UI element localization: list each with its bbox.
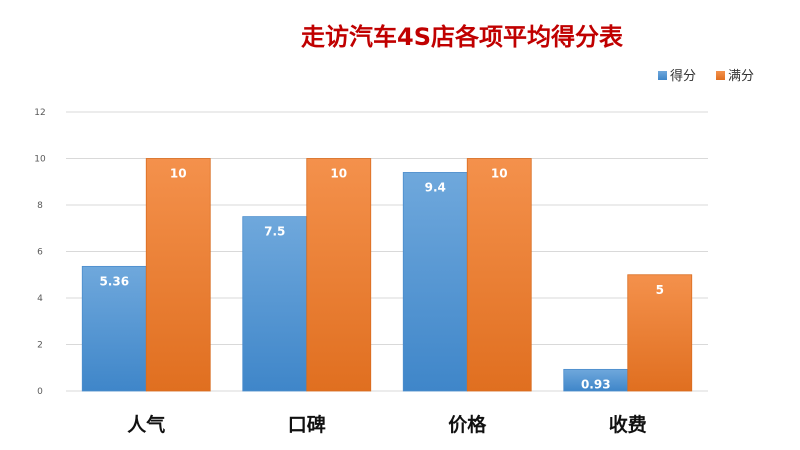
- data-label-收费-series-1: 0.93: [581, 377, 611, 391]
- x-axis: 人气 口碑 价格 收费: [127, 413, 647, 436]
- x-tick-label-口碑: 口碑: [288, 413, 326, 436]
- bar-人气-series-1: [81, 265, 147, 392]
- legend-label-series-1: 得分: [670, 68, 696, 84]
- legend-label-series-2: 满分: [728, 69, 754, 84]
- y-axis: 0 2 4 6 8 10 12: [34, 108, 46, 397]
- data-label-收费-series-2: 5: [656, 283, 664, 297]
- y-tick-label-2: 2: [37, 341, 43, 351]
- y-tick-label-10: 10: [34, 155, 46, 165]
- y-tick-label-4: 4: [37, 294, 43, 304]
- x-tick-label-收费: 收费: [609, 413, 647, 436]
- legend: 得分 满分: [658, 68, 754, 84]
- x-tick-label-价格: 价格: [448, 413, 487, 436]
- data-label-价格-series-2: 10: [491, 167, 508, 181]
- bars: [81, 158, 693, 392]
- bar-收费-series-2: [627, 274, 693, 392]
- x-tick-label-人气: 人气: [127, 413, 165, 436]
- bar-人气-series-2: [145, 158, 211, 392]
- bar-价格-series-1: [402, 172, 468, 392]
- y-tick-label-12: 12: [34, 108, 45, 118]
- data-label-人气-series-2: 10: [170, 167, 187, 181]
- y-tick-label-6: 6: [37, 248, 43, 258]
- data-labels: 5.36 10 7.5 10 9.4 10 0.93 5: [99, 167, 663, 392]
- legend-swatch-series-1: [658, 71, 667, 80]
- data-label-口碑-series-2: 10: [330, 167, 347, 181]
- data-label-口碑-series-1: 7.5: [264, 225, 285, 239]
- bar-价格-series-2: [466, 158, 532, 392]
- data-label-人气-series-1: 5.36: [99, 274, 129, 288]
- chart-title: 走访汽车4S店各项平均得分表: [301, 23, 624, 51]
- y-tick-label-8: 8: [37, 201, 43, 211]
- bar-口碑-series-1: [242, 216, 308, 392]
- legend-item-series-1: 得分: [658, 68, 696, 84]
- legend-swatch-series-2: [716, 71, 725, 80]
- legend-item-series-2: 满分: [716, 69, 754, 84]
- bar-口碑-series-2: [306, 158, 372, 392]
- data-label-价格-series-1: 9.4: [425, 180, 446, 194]
- y-tick-label-0: 0: [37, 387, 43, 397]
